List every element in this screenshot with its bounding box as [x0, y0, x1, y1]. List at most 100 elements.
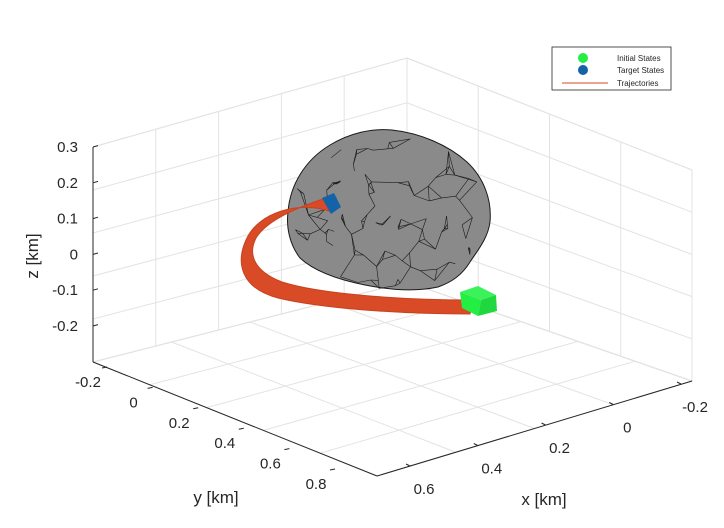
- y-tick-label: -0.2: [75, 374, 101, 391]
- z-tick-label: 0.2: [57, 175, 78, 192]
- mesh-edge: [441, 195, 456, 199]
- mesh-edge: [397, 279, 401, 284]
- mesh-edge: [319, 220, 328, 230]
- z-tick-label: 0.1: [57, 211, 78, 228]
- z-tick-label: 0.3: [57, 139, 78, 156]
- mesh-edge: [420, 270, 435, 281]
- initial-state-top: [460, 286, 496, 300]
- grid-line-x-floor: [328, 301, 614, 406]
- mesh-edge: [395, 255, 403, 262]
- y-axis-label: y [km]: [193, 488, 238, 507]
- legend: Initial States Target States Trajectorie…: [551, 46, 672, 91]
- mesh-edge: [308, 214, 321, 230]
- mesh-edge: [435, 166, 450, 178]
- mesh-edge: [328, 229, 335, 232]
- grid-line-x-floor: [171, 341, 456, 453]
- y-tick-mark: [238, 427, 244, 430]
- z-axis-label: z [km]: [23, 233, 42, 278]
- y-tick-label: 0.8: [306, 476, 327, 493]
- mesh-edge: [366, 205, 376, 215]
- y-tick-label: 0.6: [260, 456, 281, 473]
- mesh-edge: [320, 229, 326, 234]
- mesh-edge: [316, 209, 326, 218]
- mesh-edge: [332, 181, 341, 183]
- y-tick-mark: [147, 386, 153, 389]
- mesh-edge: [410, 223, 423, 230]
- x-tick-mark: [405, 463, 411, 467]
- mesh-edge: [455, 178, 470, 197]
- mesh-edge: [446, 215, 448, 225]
- x-tick-label: -0.2: [682, 399, 708, 416]
- mesh-edge: [295, 229, 299, 234]
- mesh-edge: [448, 151, 456, 176]
- mesh-edge: [435, 174, 447, 178]
- x-axis-line: [376, 380, 693, 477]
- mesh-edge: [400, 219, 411, 225]
- mesh-edge: [378, 280, 380, 289]
- mesh-edge: [401, 260, 411, 268]
- mesh-edge: [307, 233, 311, 241]
- mesh-edge: [468, 247, 471, 255]
- mesh-edge: [418, 241, 436, 250]
- mesh-edge: [368, 192, 375, 195]
- x-tick-label: 0: [623, 420, 631, 437]
- mesh-edge: [361, 220, 365, 222]
- x-tick-label: 0.2: [549, 440, 570, 457]
- mesh-edge: [303, 193, 309, 216]
- mesh-edge: [461, 217, 473, 226]
- x-tick-labels: -0.2 0 0.2 0.4 0.6: [414, 399, 708, 498]
- asteroid-body: [287, 129, 491, 291]
- mesh-edge: [351, 234, 355, 256]
- mesh-edge: [448, 151, 450, 167]
- mesh-edge: [326, 229, 329, 235]
- mesh-edge: [373, 148, 388, 151]
- y-tick-mark: [193, 407, 199, 410]
- mesh-edge: [353, 164, 355, 171]
- trajectory-band: [240, 197, 474, 315]
- mesh-edge: [326, 183, 335, 191]
- z-tick-label: -0.1: [52, 282, 78, 299]
- z-tick-mark: [92, 145, 99, 148]
- legend-trajectory-label: Trajectories: [617, 79, 659, 88]
- axes-lines: [92, 147, 693, 477]
- mesh-edge: [387, 142, 390, 149]
- mesh-edge: [368, 194, 376, 207]
- x-tick-mark: [609, 402, 614, 405]
- legend-target-label: Target States: [617, 66, 664, 75]
- mesh-edge: [376, 250, 386, 267]
- mesh-edge: [324, 232, 327, 235]
- mesh-edge: [361, 214, 368, 222]
- y-tick-labels: -0.2 0 0.2 0.4 0.6 0.8: [75, 374, 326, 493]
- mesh-edge: [357, 279, 371, 283]
- z-tick-mark: [92, 288, 99, 291]
- mesh-edge: [455, 195, 460, 201]
- mesh-edge: [297, 188, 301, 193]
- mesh-edge: [375, 222, 382, 226]
- y-tick-label: 0: [129, 394, 137, 411]
- mesh-edge: [459, 181, 477, 201]
- mesh-edge: [310, 229, 321, 235]
- mesh-edge: [459, 200, 473, 218]
- z-tick-label: 0: [70, 246, 78, 263]
- mesh-edge: [449, 261, 456, 264]
- mesh-edge: [345, 226, 352, 235]
- mesh-edge: [454, 174, 469, 179]
- mesh-edge: [340, 254, 355, 277]
- mesh-edge: [354, 250, 364, 256]
- mesh-edge: [445, 174, 455, 176]
- mesh-edge: [364, 174, 369, 185]
- mesh-edge: [418, 238, 425, 242]
- mesh-edge: [387, 148, 394, 150]
- mesh-edge: [420, 268, 438, 271]
- mesh-edge: [461, 224, 467, 239]
- grid-line-x-floor: [249, 321, 535, 429]
- mesh-edge: [356, 148, 368, 150]
- x-tick-mark: [541, 422, 546, 426]
- mesh-edge: [399, 266, 411, 284]
- mesh-edge: [342, 214, 346, 227]
- mesh-edge: [418, 229, 423, 242]
- y-tick-mark: [284, 448, 290, 451]
- z-tick-mark: [92, 180, 99, 184]
- mesh-edge: [422, 229, 425, 240]
- mesh-edge: [429, 197, 442, 202]
